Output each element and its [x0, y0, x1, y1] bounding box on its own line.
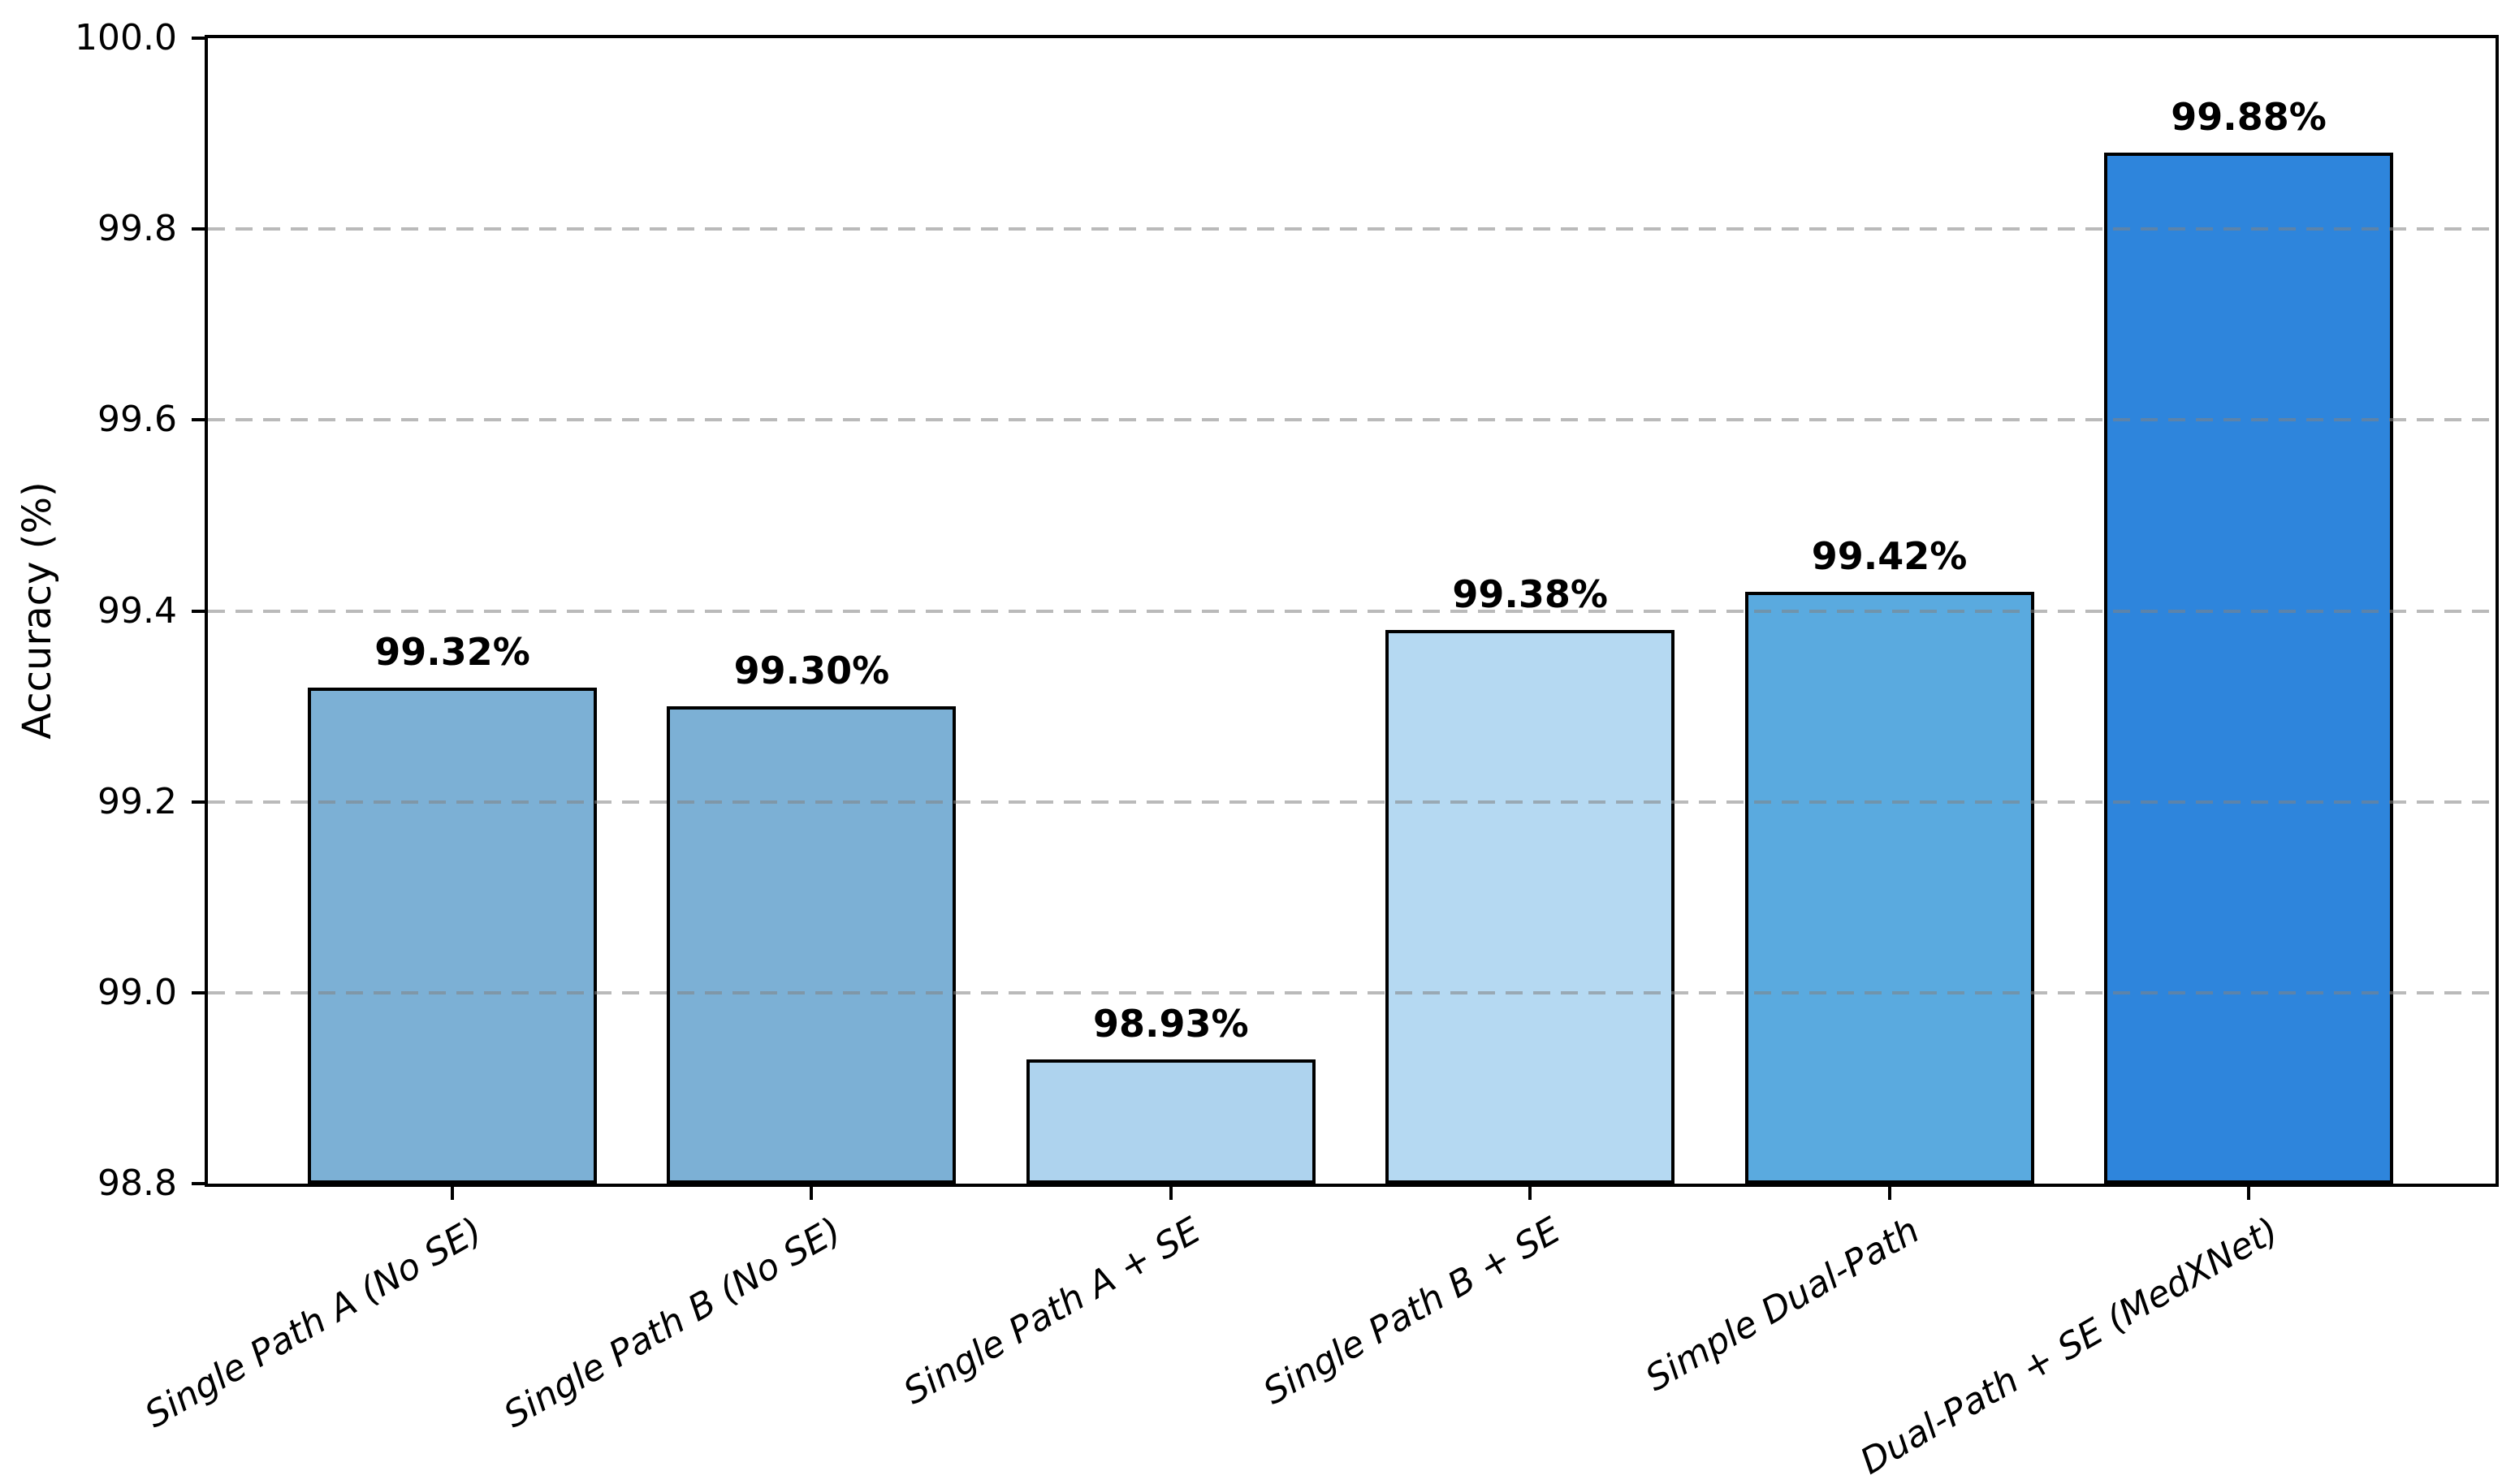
y-tick-mark: [192, 227, 208, 231]
bar-value-label: 99.32%: [374, 629, 530, 674]
x-tick-mark: [1887, 1180, 1891, 1200]
bar-value-label: 99.42%: [1811, 533, 1968, 578]
y-tick-label: 100.0: [75, 17, 177, 58]
x-tick-label-text: Dual-Path + SE (MedXNet): [1853, 1210, 2286, 1483]
y-tick-label: 98.8: [97, 1163, 177, 1204]
x-tick-mark: [2247, 1180, 2250, 1200]
plot-area: 98.8 99.0 99.2 99.4 99.6 99.8 100.0 99.32% Singl…: [75, 17, 2499, 1483]
y-tick-label: 99.6: [97, 399, 177, 441]
grid-line: [208, 227, 2496, 231]
y-tick-mark: [192, 37, 208, 40]
grid-line: [208, 800, 2496, 804]
y-tick-label: 99.8: [97, 208, 177, 250]
bar: [667, 706, 957, 1184]
x-tick-mark: [810, 1180, 814, 1200]
y-tick-label: 99.4: [97, 589, 177, 632]
y-tick-label: 99.2: [97, 780, 177, 822]
bar: [1744, 591, 2034, 1184]
y-tick-mark: [192, 609, 208, 613]
grid-line: [208, 418, 2496, 422]
bar-value-label: 99.30%: [733, 649, 890, 693]
y-tick-mark: [192, 418, 208, 422]
x-tick-mark: [1528, 1180, 1532, 1200]
y-tick-mark: [192, 990, 208, 994]
x-tick-mark: [451, 1180, 454, 1200]
y-tick-mark: [192, 1182, 208, 1185]
bar: [1385, 630, 1675, 1184]
bar-value-label: 98.93%: [1093, 1002, 1249, 1046]
y-tick-mark: [192, 800, 208, 804]
bar-value-label: 99.88%: [2171, 95, 2327, 140]
bar: [2104, 153, 2393, 1184]
x-tick-mark: [1169, 1180, 1173, 1200]
bar: [308, 687, 597, 1184]
x-tick-label: Dual-Path + SE (MedXNet): [1648, 1210, 2286, 1483]
bar-value-label: 99.38%: [1452, 572, 1608, 617]
grid-line: [208, 990, 2496, 994]
bar: [1026, 1059, 1316, 1184]
y-tick-label: 99.0: [97, 971, 177, 1013]
grid-line: [208, 609, 2496, 613]
